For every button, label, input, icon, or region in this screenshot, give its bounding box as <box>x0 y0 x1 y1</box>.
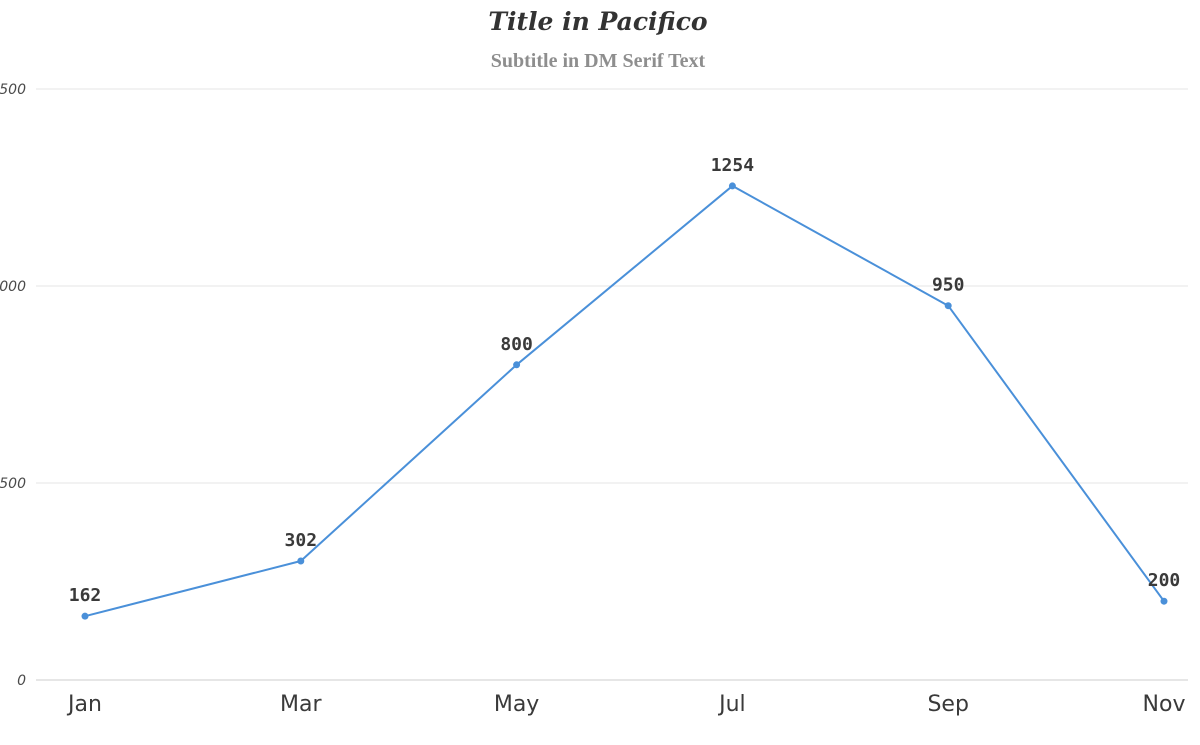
series-line <box>84 184 1165 618</box>
data-label: 1254 <box>711 155 755 176</box>
series <box>81 182 1168 620</box>
chart-subtitle: Subtitle in DM Serif Text <box>491 50 706 72</box>
x-tick-label: Jan <box>66 692 102 717</box>
data-point <box>513 361 521 369</box>
data-label: 200 <box>1148 570 1181 591</box>
x-tick-label: Nov <box>1143 692 1186 717</box>
gridlines <box>36 88 1188 681</box>
data-point <box>1160 597 1168 605</box>
data-labels: 162 302 800 1254 950 200 <box>69 155 1181 606</box>
y-tick-label: 0 <box>17 673 26 689</box>
data-label: 800 <box>500 334 533 355</box>
chart-title: Title in Pacifico <box>488 7 707 36</box>
x-tick-label: Jul <box>717 692 746 717</box>
y-axis: 0 500 1000 1500 <box>0 82 26 689</box>
x-tick-label: May <box>494 692 539 717</box>
y-tick-label: 1000 <box>0 279 26 295</box>
data-point <box>297 557 305 565</box>
data-point <box>728 182 736 190</box>
x-axis: Jan Mar May Jul Sep Nov <box>66 692 1185 717</box>
data-label: 162 <box>69 585 102 606</box>
x-tick-label: Mar <box>280 692 322 717</box>
y-tick-label: 500 <box>0 476 26 492</box>
data-label: 302 <box>285 530 318 551</box>
x-tick-label: Sep <box>927 692 968 717</box>
data-point <box>81 612 89 620</box>
y-tick-label: 1500 <box>0 82 26 98</box>
data-point <box>944 302 952 310</box>
data-label: 950 <box>932 275 965 296</box>
